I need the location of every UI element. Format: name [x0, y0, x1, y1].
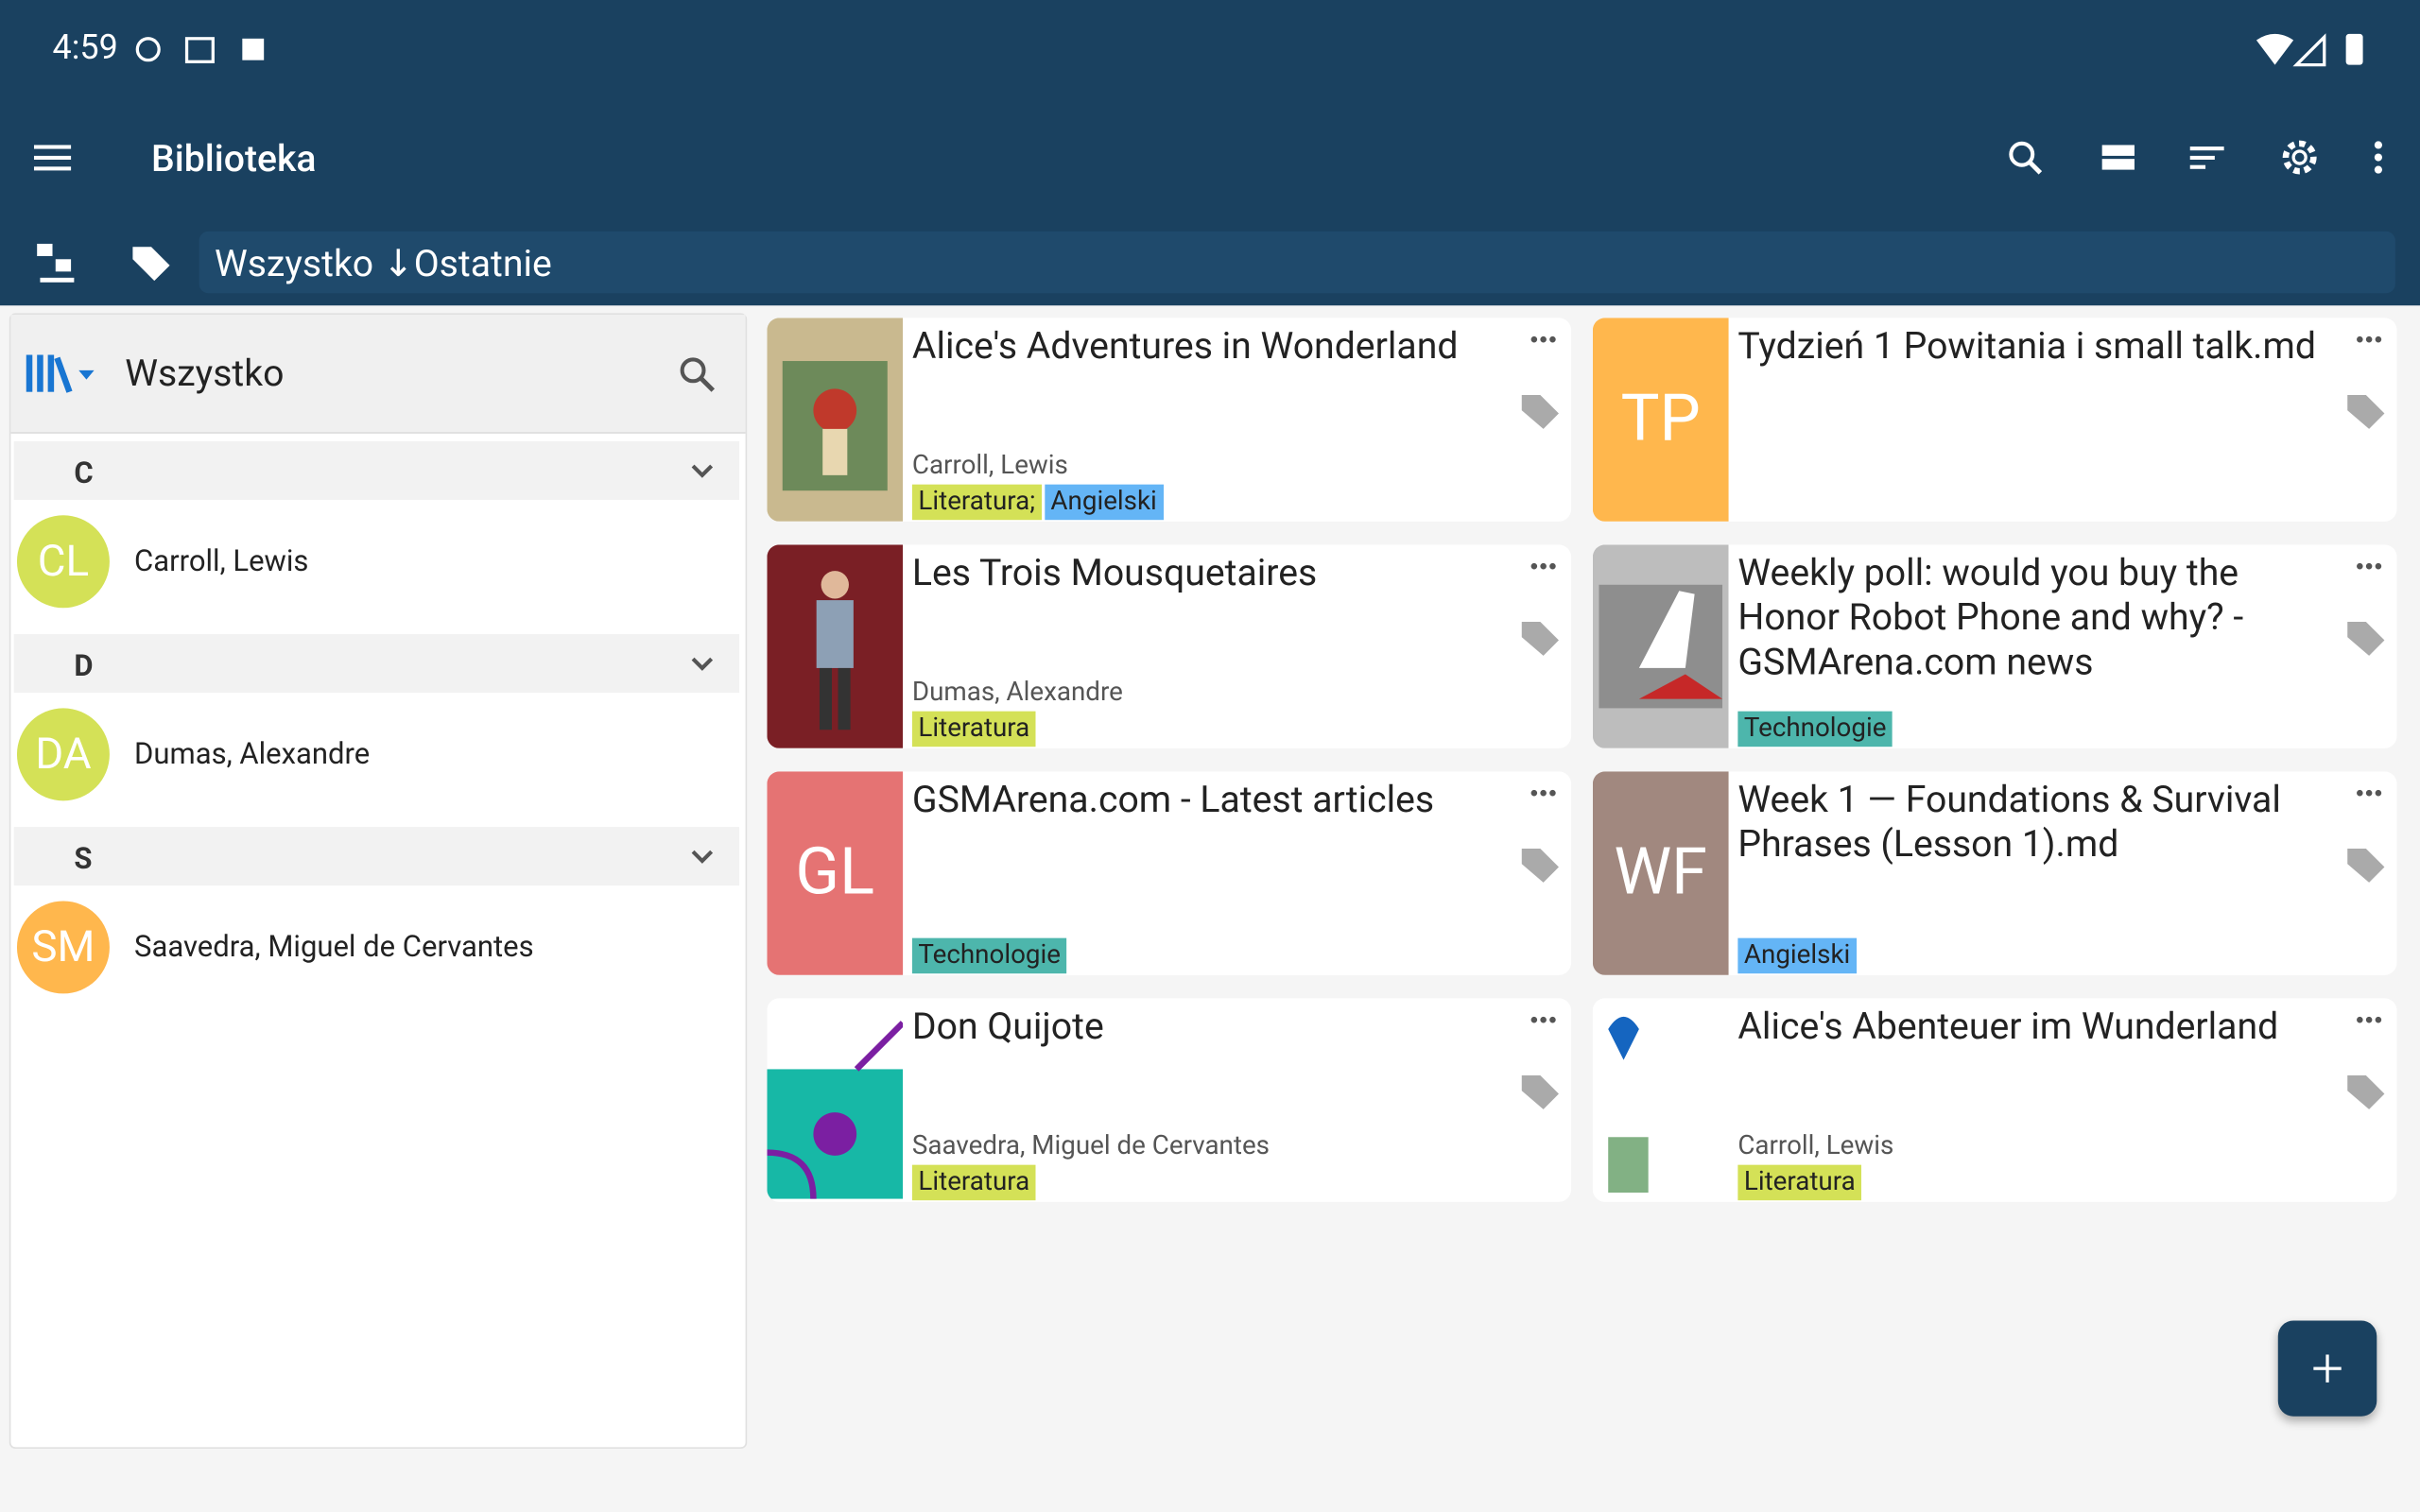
book-card[interactable]: WF Week 1 — Foundations & Survival Phrase…: [1592, 771, 2397, 975]
card-actions[interactable]: [2298, 554, 2391, 678]
chevron: [691, 657, 714, 671]
cover-image: [767, 318, 904, 522]
system-icons: [2256, 33, 2363, 67]
author-avatar: SM: [16, 901, 110, 994]
selector-bar[interactable]: [10, 315, 746, 434]
add-button[interactable]: [2277, 1320, 2377, 1417]
tag-list: Literatura: [911, 1164, 1036, 1201]
book-card[interactable]: GL GSMArena.com - Latest articles Technolo…: [767, 771, 1572, 975]
clock: 4:59: [52, 29, 118, 68]
status-icons: [135, 37, 265, 63]
card-actions[interactable]: [1473, 1007, 1565, 1131]
tag: Technologie: [911, 937, 1067, 974]
tag-list: Technologie: [911, 937, 1067, 974]
card-actions[interactable]: [1473, 554, 1565, 678]
author-name: Carroll, Lewis: [134, 542, 309, 579]
book-title: Don Quijote: [911, 1004, 1104, 1048]
breadcrumb-icons[interactable]: [34, 241, 188, 287]
book-card[interactable]: Alice's Adventures in Wonderland Carroll,…: [767, 318, 1572, 522]
book-author: Carroll, Lewis: [1737, 1130, 1894, 1162]
group-letter: D: [74, 647, 94, 684]
book-card[interactable]: Les Trois Mousquetaires Dumas, Alexandre L…: [767, 544, 1572, 748]
tag: Angielski: [1044, 484, 1164, 521]
card-actions[interactable]: [2298, 327, 2391, 451]
cover-initials: GL: [767, 771, 904, 975]
book-author: Carroll, Lewis: [911, 450, 1068, 482]
tag-list: Technologie: [1737, 711, 1893, 747]
tag: Literatura: [1737, 1164, 1862, 1201]
book-card[interactable]: TP Tydzień 1 Powitania i small talk.md: [1592, 318, 2397, 522]
tag-list: Literatura: [911, 711, 1036, 747]
cover-initials: TP: [1592, 318, 1729, 522]
tag: Literatura;: [911, 484, 1042, 521]
cover-image: [1592, 998, 1729, 1202]
book-card[interactable]: Don Quijote Saavedra, Miguel de Cervantes…: [767, 998, 1572, 1202]
book-author: Dumas, Alexandre: [911, 677, 1123, 709]
tag: Literatura: [911, 1164, 1036, 1201]
sidebar: Wszystko C CL Carroll, Lewis D DA Dumas, Alex…: [9, 313, 748, 1450]
card-actions[interactable]: [1473, 781, 1565, 904]
author-name: Saavedra, Miguel de Cervantes: [134, 928, 534, 965]
selector-label: Wszystko: [125, 352, 285, 395]
card-actions[interactable]: [2298, 781, 2391, 904]
tag-list: Angielski: [1737, 937, 1857, 974]
chevron: [691, 850, 714, 864]
book-card[interactable]: Weekly poll: would you buy the Honor Rob…: [1592, 544, 2397, 748]
group-letter: S: [74, 840, 93, 877]
book-title: GSMArena.com - Latest articles: [911, 777, 1435, 821]
author-name: Dumas, Alexandre: [134, 735, 371, 772]
book-author: Saavedra, Miguel de Cervantes: [911, 1130, 1270, 1162]
sidebar-search[interactable]: [678, 355, 717, 395]
author-item[interactable]: SM Saavedra, Miguel de Cervantes: [16, 892, 742, 1000]
book-title: Week 1 — Foundations & Survival Phrases …: [1737, 777, 2281, 866]
group-header[interactable]: D: [13, 634, 740, 694]
book-title: Les Trois Mousquetaires: [911, 550, 1318, 594]
group-header[interactable]: C: [13, 440, 740, 500]
group-header[interactable]: S: [13, 827, 740, 886]
cover-image: [767, 998, 904, 1202]
book-title: Weekly poll: would you buy the Honor Rob…: [1737, 550, 2244, 684]
cover-image: [767, 544, 904, 748]
tag-list: Literatura; Angielski: [911, 484, 1164, 521]
tag: Angielski: [1737, 937, 1857, 974]
card-actions[interactable]: [1473, 327, 1565, 451]
book-title: Alice's Adventures in Wonderland: [911, 323, 1459, 368]
app-title: Biblioteka: [150, 137, 317, 181]
tag: Literatura: [911, 711, 1036, 747]
book-card[interactable]: Alice's Abenteuer im Wunderland Carroll, …: [1592, 998, 2397, 1202]
author-avatar: CL: [16, 515, 110, 609]
menu-button[interactable]: [33, 142, 74, 173]
author-item[interactable]: CL Carroll, Lewis: [16, 507, 742, 614]
card-actions[interactable]: [2298, 1007, 2391, 1131]
cover-image: [1592, 544, 1729, 748]
library-icon: [26, 354, 95, 393]
toolbar-actions[interactable]: [2003, 136, 2404, 182]
tag: Technologie: [1737, 711, 1893, 747]
author-avatar: DA: [16, 708, 110, 801]
author-item[interactable]: DA Dumas, Alexandre: [16, 699, 742, 807]
group-letter: C: [74, 455, 94, 491]
book-title: Alice's Abenteuer im Wunderland: [1737, 1004, 2279, 1048]
tag-list: Literatura: [1737, 1164, 1862, 1201]
book-title: Tydzień 1 Powitania i small talk.md: [1737, 323, 2316, 368]
breadcrumb-bar[interactable]: [199, 231, 2395, 294]
chevron: [691, 464, 714, 478]
breadcrumb: Wszystko ↓Ostatnie: [214, 242, 552, 286]
cover-initials: WF: [1592, 771, 1729, 975]
